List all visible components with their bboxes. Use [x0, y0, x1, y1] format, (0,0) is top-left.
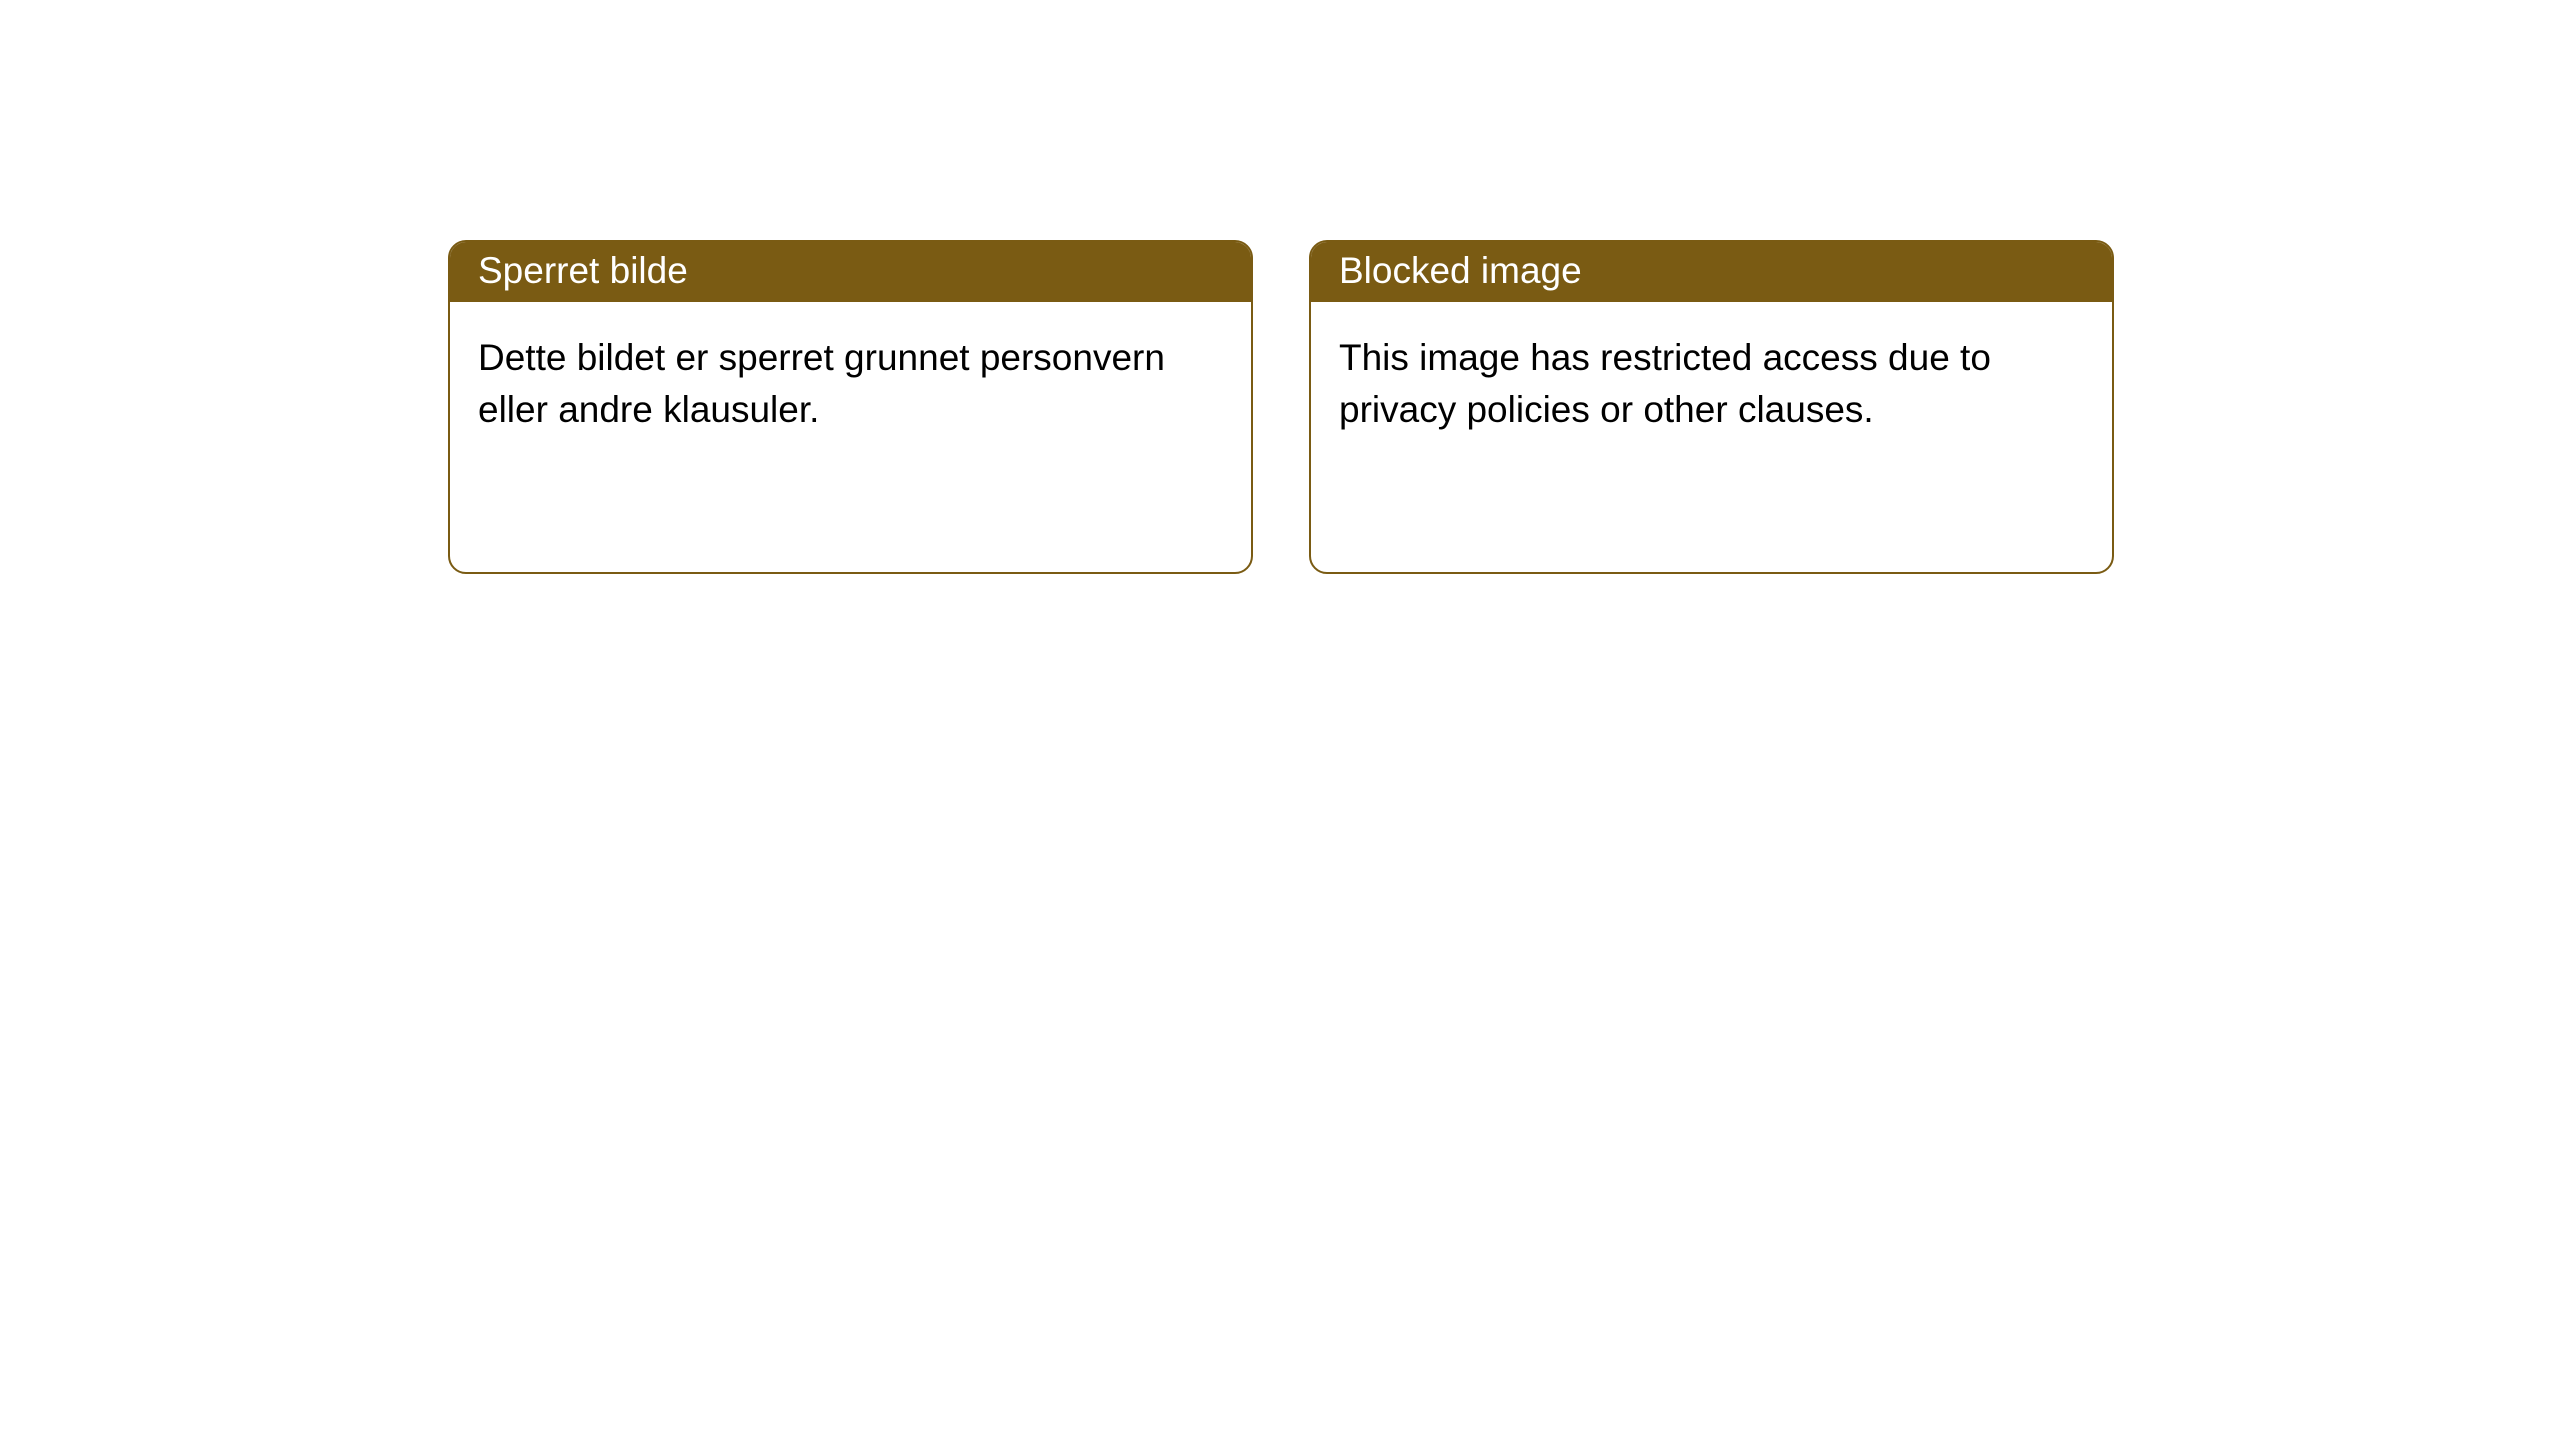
- notice-body-norwegian: Dette bildet er sperret grunnet personve…: [450, 302, 1251, 466]
- notice-header-english: Blocked image: [1311, 242, 2112, 302]
- notice-body-english: This image has restricted access due to …: [1311, 302, 2112, 466]
- notice-container: Sperret bilde Dette bildet er sperret gr…: [448, 240, 2114, 574]
- notice-header-norwegian: Sperret bilde: [450, 242, 1251, 302]
- notice-card-english: Blocked image This image has restricted …: [1309, 240, 2114, 574]
- notice-card-norwegian: Sperret bilde Dette bildet er sperret gr…: [448, 240, 1253, 574]
